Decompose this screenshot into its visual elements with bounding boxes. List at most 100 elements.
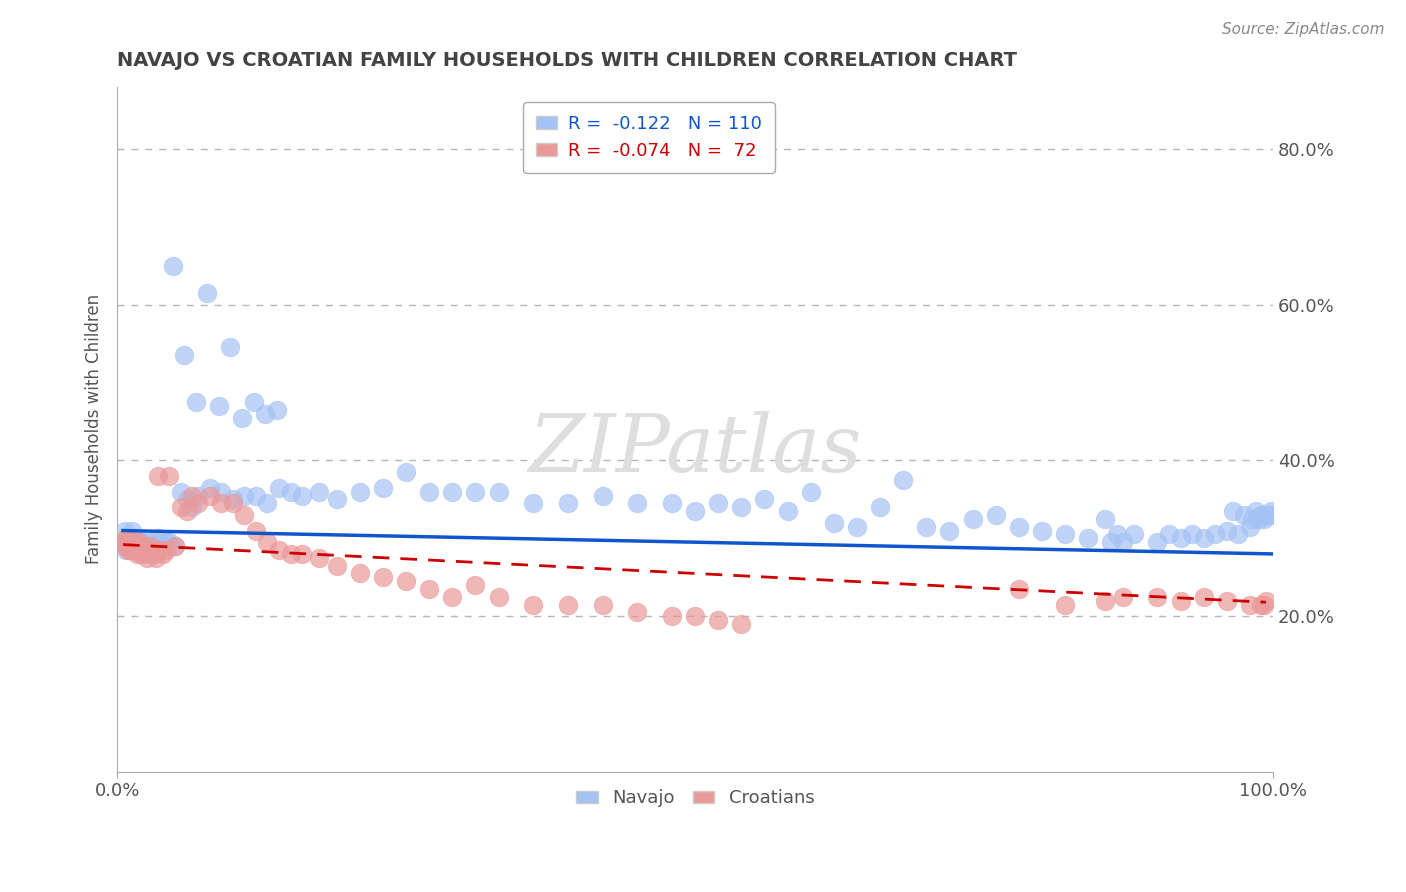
Point [209,496,232,510]
Point [1254,508,1277,522]
Point [233,489,256,503]
Point [231,410,253,425]
Point [1053,598,1076,612]
Point [132,547,155,561]
Point [136,550,159,565]
Point [557,598,579,612]
Point [488,590,510,604]
Point [1192,532,1215,546]
Point [266,402,288,417]
Point [149,539,172,553]
Point [418,484,440,499]
Point [125,543,148,558]
Point [308,484,330,499]
Point [1031,524,1053,538]
Point [118,535,141,549]
Point [135,543,157,558]
Point [117,543,139,558]
Point [125,539,148,553]
Point [1170,593,1192,607]
Point [127,535,149,549]
Point [125,539,148,553]
Point [181,489,204,503]
Point [245,489,267,503]
Point [1216,524,1239,538]
Point [121,524,143,538]
Point [1112,535,1135,549]
Point [195,285,218,300]
Point [170,500,193,515]
Point [222,492,245,507]
Point [349,566,371,581]
Point [157,469,180,483]
Point [256,535,278,549]
Point [395,574,418,589]
Point [291,547,314,561]
Point [145,550,167,565]
Point [1250,598,1272,612]
Point [138,539,160,553]
Point [1250,508,1272,522]
Point [115,532,138,546]
Point [1094,593,1116,607]
Text: NAVAJO VS CROATIAN FAMILY HOUSEHOLDS WITH CHILDREN CORRELATION CHART: NAVAJO VS CROATIAN FAMILY HOUSEHOLDS WIT… [117,51,1017,70]
Point [1123,527,1146,541]
Point [1241,512,1264,526]
Point [464,578,486,592]
Point [592,489,614,503]
Point [1157,527,1180,541]
Point [176,504,198,518]
Point [371,481,394,495]
Point [823,516,845,530]
Point [1260,504,1282,518]
Point [111,535,134,549]
Point [1008,519,1031,533]
Point [395,465,418,479]
Point [891,473,914,487]
Point [1181,527,1204,541]
Point [1053,527,1076,541]
Point [557,496,579,510]
Point [155,543,177,558]
Point [267,543,290,558]
Point [1099,535,1122,549]
Point [683,609,706,624]
Point [1216,593,1239,607]
Point [155,535,177,549]
Point [488,484,510,499]
Text: ZIPatlas: ZIPatlas [529,411,862,489]
Point [267,481,290,495]
Point [187,489,209,503]
Point [187,496,209,510]
Point [181,500,204,515]
Point [962,512,984,526]
Point [776,504,799,518]
Point [915,519,938,533]
Point [1233,508,1256,522]
Point [707,613,730,627]
Point [114,539,136,553]
Point [125,547,148,561]
Point [145,535,167,549]
Point [291,489,314,503]
Point [152,547,174,561]
Point [129,543,152,558]
Point [1253,598,1275,612]
Point [198,489,221,503]
Point [280,484,302,499]
Point [1253,512,1275,526]
Point [707,496,730,510]
Point [661,609,683,624]
Point [308,550,330,565]
Point [129,539,152,553]
Point [115,543,138,558]
Point [349,484,371,499]
Point [1257,508,1279,522]
Point [114,524,136,538]
Point [138,535,160,549]
Point [135,543,157,558]
Point [1254,593,1277,607]
Point [173,348,195,362]
Point [1222,504,1244,518]
Point [418,582,440,596]
